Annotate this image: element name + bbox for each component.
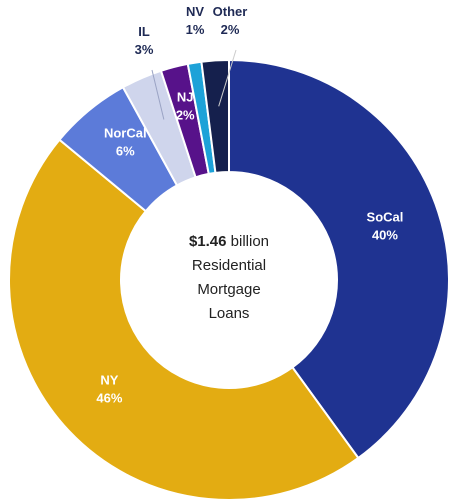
label-category-ny: NY [100, 372, 118, 387]
label-category-socal: SoCal [367, 209, 404, 224]
label-category-nj: NJ [177, 90, 194, 105]
label-category-il: IL [138, 24, 150, 39]
leader-il [151, 69, 165, 120]
donut-slices [8, 58, 450, 500]
leader-lines [151, 49, 237, 120]
slice-ny [8, 138, 360, 500]
slice-labels: SoCal 40% NY 46% NorCal 6% IL 3% NJ 2% NV 1% Other 2% [96, 4, 403, 405]
label-value-socal: 40% [372, 227, 398, 242]
center-line-2: Residential [192, 257, 266, 274]
slice-socal [228, 58, 450, 460]
label-value-il: 3% [135, 42, 154, 57]
label-value-nv: 1% [186, 22, 205, 37]
center-line-4: Loans [209, 305, 250, 322]
label-value-nj: 2% [176, 108, 195, 123]
label-category-nv: NV [186, 4, 204, 19]
center-amount: $1.46 [189, 233, 227, 250]
center-amount-suffix: billion [227, 233, 270, 250]
leader-other [218, 49, 237, 107]
label-value-other: 2% [221, 22, 240, 37]
label-value-ny: 46% [96, 390, 122, 405]
slice-other [200, 58, 230, 174]
label-category-other: Other [213, 4, 248, 19]
label-value-norcal: 6% [116, 143, 135, 158]
center-amount-line: $1.46 billion [189, 233, 269, 250]
center-label: $1.46 billion Residential Mortgage Loans [189, 233, 269, 322]
label-category-norcal: NorCal [104, 125, 147, 140]
center-line-3: Mortgage [197, 281, 260, 298]
